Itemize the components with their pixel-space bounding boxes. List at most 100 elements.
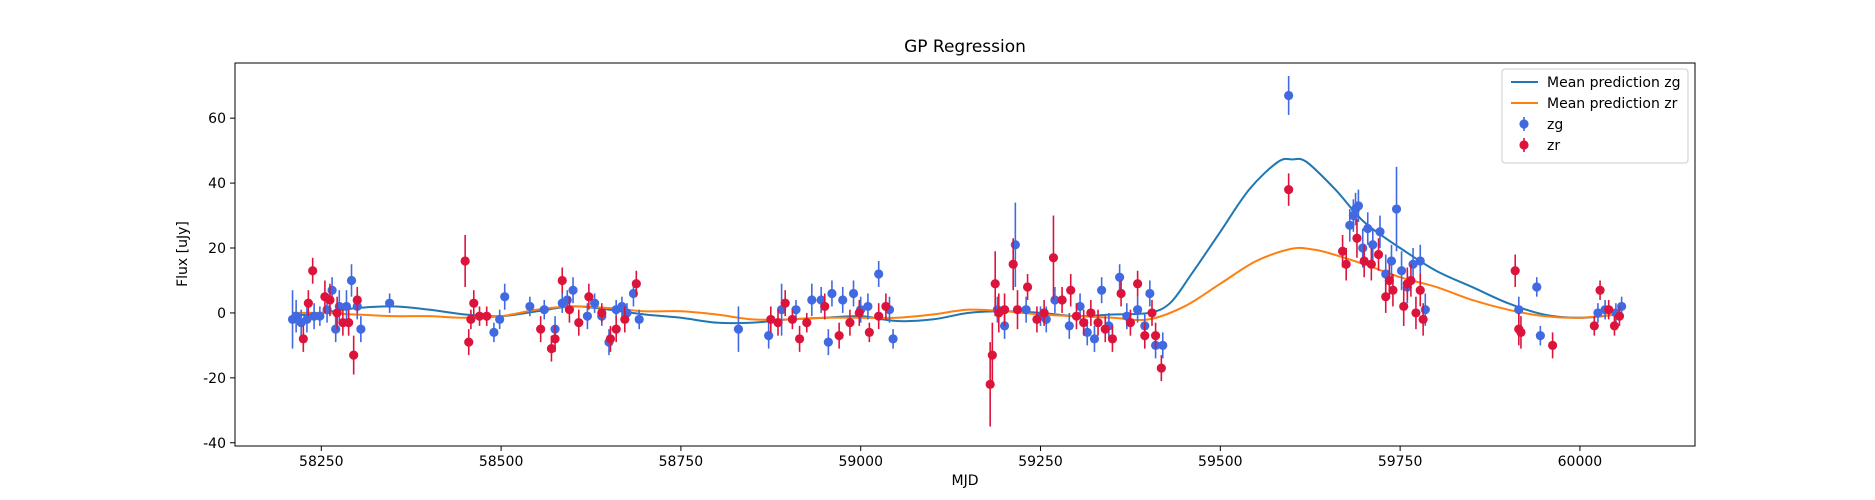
data-point-zg [562, 295, 572, 305]
data-point-zg [1386, 256, 1397, 266]
data-point-zr [352, 295, 362, 305]
data-point-zg [1115, 272, 1125, 282]
data-point-zg [1391, 204, 1402, 214]
data-point-zr [780, 298, 790, 308]
data-point-zr [298, 334, 308, 344]
data-point-zr [1547, 340, 1558, 350]
data-point-zr [1388, 285, 1398, 295]
legend-label: Mean prediction zr [1547, 96, 1678, 112]
data-point-zr [466, 314, 476, 325]
data-point-zr [1284, 184, 1294, 195]
legend-swatch-marker [1519, 140, 1529, 150]
data-point-zr [631, 279, 641, 289]
data-point-zr [1125, 318, 1136, 328]
data-point-zr [1140, 331, 1150, 341]
legend-swatch-marker [1519, 119, 1529, 129]
legend-box [1501, 68, 1689, 164]
data-point-zg [888, 334, 898, 344]
data-point-zr [1399, 301, 1409, 312]
data-point-zr [611, 324, 621, 334]
legend-label: Mean prediction zg [1547, 75, 1681, 91]
data-point-zr [1133, 279, 1143, 289]
y-tick-label: -20 [203, 371, 226, 387]
plot-area: 58250 58500 58750 59000 59250 59500 59750 60000… [203, 75, 1627, 470]
x-tick-label: 59750 [1378, 454, 1423, 470]
legend: Mean prediction zg Mean prediction zr zg zr [1501, 68, 1689, 164]
data-point-zr [1352, 233, 1362, 243]
data-point-zg [1158, 340, 1168, 350]
data-point-zr [597, 308, 607, 318]
data-point-zg [863, 301, 873, 312]
data-point-zg [1097, 285, 1107, 295]
data-point-zr [787, 314, 797, 325]
data-point-zg [356, 324, 366, 334]
data-point-zr [1048, 253, 1059, 263]
data-point-zr [332, 308, 342, 318]
data-point-zg [315, 311, 325, 321]
data-point-zr [874, 311, 884, 321]
data-point-zr [557, 275, 567, 286]
data-point-zr [820, 301, 830, 312]
data-point-zg [848, 288, 859, 299]
data-point-zr [854, 308, 864, 318]
data-point-zr [1022, 282, 1033, 292]
data-point-zg [1353, 201, 1364, 211]
data-point-zr [308, 266, 318, 276]
data-point-zr [845, 318, 855, 328]
data-point-zg [568, 285, 578, 295]
data-point-zr [1366, 259, 1376, 269]
data-point-zg [1363, 223, 1373, 234]
data-point-zg [838, 295, 848, 305]
data-point-zg [807, 295, 817, 305]
data-point-zr [1406, 275, 1416, 286]
x-tick-label: 58500 [479, 454, 524, 470]
data-point-zr [1604, 305, 1614, 315]
data-point-zr [881, 301, 891, 312]
data-point-zr [482, 311, 492, 321]
data-point-zr [1032, 314, 1042, 325]
data-point-zr [1516, 327, 1526, 337]
data-point-zr [1415, 285, 1425, 295]
x-tick-label: 58750 [659, 454, 704, 470]
data-point-zg [1284, 90, 1294, 101]
data-point-zr [864, 327, 874, 337]
data-point-zr [1411, 308, 1421, 318]
data-point-zr [1012, 305, 1023, 315]
data-point-zg [341, 301, 352, 312]
data-point-zr [1093, 318, 1103, 328]
data-point-zg [1375, 227, 1385, 237]
data-point-zg [733, 324, 744, 334]
data-point-zr [1150, 331, 1161, 341]
data-point-zg [634, 314, 644, 325]
data-point-zr [1384, 275, 1394, 286]
axes-frame [234, 62, 1696, 447]
data-point-zg [827, 288, 837, 299]
data-point-zr [987, 350, 997, 360]
data-point-zg [823, 337, 833, 347]
data-point-zr [1589, 321, 1599, 331]
data-point-zr [1086, 308, 1096, 318]
data-point-zr [584, 292, 594, 302]
data-point-zr [1057, 295, 1067, 305]
data-point-zg [1145, 288, 1155, 299]
data-point-zg [1082, 327, 1092, 337]
data-point-zg [1064, 321, 1074, 331]
data-point-zr [303, 298, 313, 308]
data-point-zg [791, 305, 801, 315]
data-point-zg [1396, 266, 1407, 276]
data-point-zr [1609, 321, 1620, 331]
y-tick-label: -40 [203, 436, 226, 452]
data-point-zr [574, 318, 584, 328]
data-point-zr [474, 311, 485, 321]
data-point-zr [1341, 259, 1351, 269]
data-point-zr [620, 314, 630, 325]
data-point-zg [874, 269, 884, 279]
data-point-zr [469, 298, 479, 308]
x-tick-label: 60000 [1558, 454, 1603, 470]
data-point-zg [495, 314, 505, 325]
data-point-zr [1116, 288, 1126, 299]
data-point-zr [1337, 246, 1348, 256]
data-point-zg [764, 331, 774, 341]
data-point-zr [999, 305, 1010, 315]
